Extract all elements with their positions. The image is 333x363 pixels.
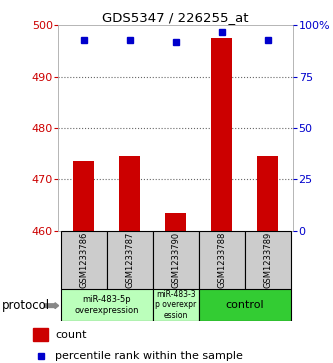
Text: GSM1233786: GSM1233786 — [79, 231, 88, 288]
Text: GSM1233789: GSM1233789 — [263, 232, 272, 287]
Text: GSM1233788: GSM1233788 — [217, 231, 226, 288]
Bar — [61, 289, 153, 321]
Bar — [245, 231, 291, 289]
Bar — [153, 289, 199, 321]
Bar — [107, 231, 153, 289]
Bar — [257, 156, 278, 231]
Title: GDS5347 / 226255_at: GDS5347 / 226255_at — [103, 11, 249, 24]
Bar — [119, 156, 140, 231]
Text: GSM1233787: GSM1233787 — [125, 231, 134, 288]
Text: GSM1233790: GSM1233790 — [171, 232, 180, 287]
Bar — [211, 38, 232, 231]
Text: control: control — [225, 300, 264, 310]
Bar — [199, 289, 291, 321]
Text: percentile rank within the sample: percentile rank within the sample — [55, 351, 243, 361]
Text: count: count — [55, 330, 87, 340]
Bar — [199, 231, 245, 289]
Bar — [165, 213, 186, 231]
Bar — [73, 161, 94, 231]
Bar — [61, 231, 107, 289]
Text: miR-483-3
p overexpr
ession: miR-483-3 p overexpr ession — [155, 290, 196, 320]
Text: miR-483-5p
overexpression: miR-483-5p overexpression — [74, 295, 139, 315]
Bar — [33, 328, 48, 341]
Bar — [153, 231, 199, 289]
Text: protocol: protocol — [2, 299, 50, 312]
